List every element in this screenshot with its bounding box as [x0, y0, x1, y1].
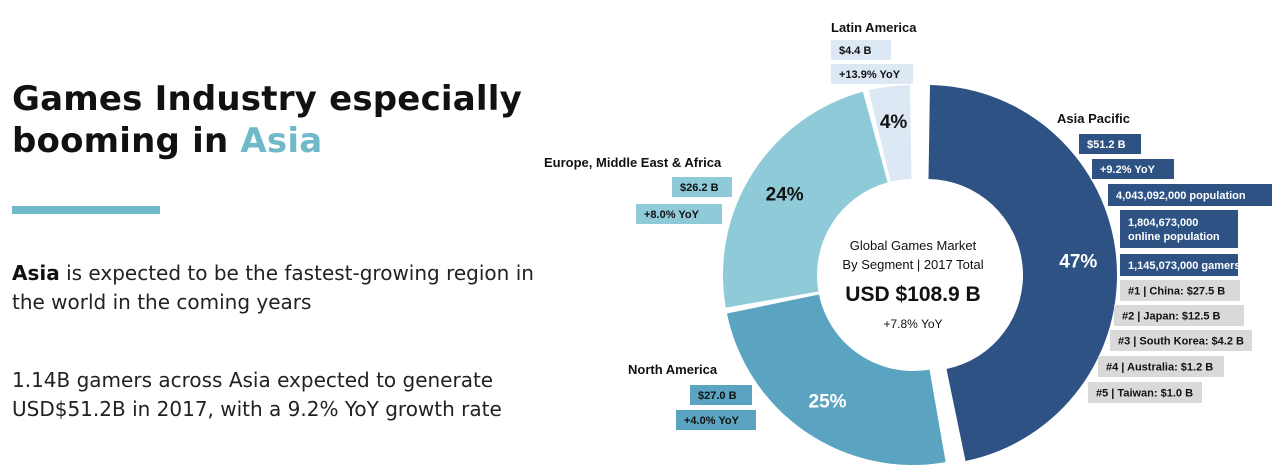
asia-stat-online-text: 1,804,673,000 [1128, 217, 1198, 229]
asia-yoy-box [1092, 159, 1174, 179]
slice-percent-label: 25% [809, 392, 847, 413]
slice-percent-label: 4% [880, 112, 908, 133]
slice-percent-label: 24% [766, 185, 804, 206]
asia-rank-5-text: #5 | Taiwan: $1.0 B [1096, 388, 1193, 400]
asia-rank-4-box [1098, 356, 1224, 377]
center-line-1: Global Games Market [850, 238, 977, 253]
asia-stat-online-text: online population [1128, 231, 1220, 243]
asia-yoy-text: +9.2% YoY [1100, 164, 1156, 176]
latin-america-revenue-text: $4.4 B [839, 45, 871, 57]
latin-america-revenue-box [831, 40, 891, 60]
title-accent-word: Asia [240, 121, 323, 161]
asia-rank-3-box [1110, 330, 1252, 351]
legend-label-emea: Europe, Middle East & Africa [544, 155, 722, 170]
legend-label-north-america: North America [628, 362, 718, 377]
paragraph-bold-word: Asia [12, 261, 60, 285]
legend-label-latin-america: Latin America [831, 20, 917, 35]
slide-title: Games Industry especially booming in Asi… [12, 78, 522, 162]
donut-slice-2 [723, 91, 888, 308]
center-line-2: By Segment | 2017 Total [842, 257, 983, 272]
north-america-revenue-box [690, 385, 752, 405]
center-total: USD $108.9 B [845, 283, 980, 306]
asia-stat-population-box [1108, 184, 1272, 206]
latin-america-yoy-box [831, 64, 913, 84]
slice-percent-label: 47% [1059, 252, 1097, 273]
paragraph-gamers: 1.14B gamers across Asia expected to gen… [12, 368, 502, 421]
asia-rank-2-box [1114, 305, 1244, 326]
emea-yoy-text: +8.0% YoY [644, 209, 700, 221]
north-america-yoy-box [676, 410, 756, 430]
donut-slice-0 [928, 85, 1118, 462]
asia-stat-online-box [1120, 210, 1238, 248]
emea-yoy-box [636, 204, 722, 224]
asia-revenue-box [1079, 134, 1141, 154]
asia-rank-1-text: #1 | China: $27.5 B [1128, 286, 1225, 298]
asia-stat-population-text: 4,043,092,000 population [1116, 190, 1246, 202]
asia-rank-2-text: #2 | Japan: $12.5 B [1122, 311, 1221, 323]
title-line-2: booming in Asia [12, 120, 522, 162]
title-line-2-prefix: booming in [12, 121, 241, 161]
emea-revenue-text: $26.2 B [680, 182, 719, 194]
north-america-yoy-text: +4.0% YoY [684, 415, 740, 427]
asia-rank-4-text: #4 | Australia: $1.2 B [1106, 362, 1213, 374]
asia-rank-5-box [1088, 382, 1202, 403]
asia-rank-3-text: #3 | South Korea: $4.2 B [1118, 336, 1244, 348]
emea-revenue-box [672, 177, 732, 197]
asia-stat-gamers-text: 1,145,073,000 gamers [1128, 260, 1241, 272]
donut-slice-1 [726, 294, 946, 465]
latin-america-yoy-text: +13.9% YoY [839, 69, 901, 81]
asia-stat-gamers-box [1120, 254, 1238, 276]
legend-label-asia-pacific: Asia Pacific [1057, 111, 1130, 126]
paragraph-asia-growth: Asia is expected to be the fastest-growi… [12, 259, 572, 317]
north-america-revenue-text: $27.0 B [698, 390, 737, 402]
donut-slice-3 [868, 85, 912, 182]
asia-rank-1-box [1120, 280, 1240, 301]
accent-divider [12, 206, 160, 214]
asia-revenue-text: $51.2 B [1087, 139, 1126, 151]
paragraph-rest: is expected to be the fastest-growing re… [12, 261, 534, 314]
title-line-1: Games Industry especially [12, 79, 522, 119]
center-growth: +7.8% YoY [883, 317, 942, 331]
